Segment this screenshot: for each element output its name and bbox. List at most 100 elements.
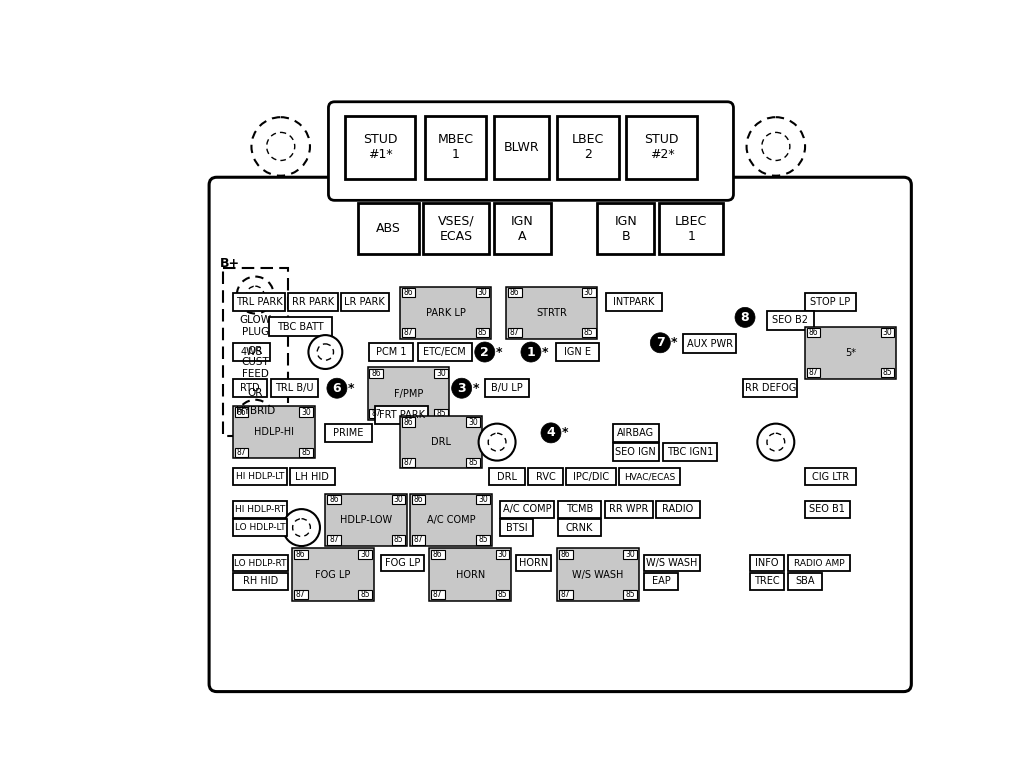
Bar [624, 550, 637, 559]
Text: MBEC
1: MBEC 1 [437, 133, 473, 162]
Text: RR DEFOG: RR DEFOG [744, 383, 796, 394]
Bar [233, 554, 289, 572]
Text: SEO B1: SEO B1 [810, 504, 846, 514]
Bar [401, 328, 416, 337]
Circle shape [475, 342, 495, 362]
Circle shape [541, 423, 561, 443]
Text: TCMB: TCMB [566, 504, 593, 514]
Text: 85: 85 [498, 590, 507, 599]
Bar [558, 519, 601, 536]
Bar [881, 368, 894, 377]
Bar [612, 423, 658, 442]
Text: 87: 87 [809, 368, 818, 377]
Text: 2: 2 [480, 346, 489, 358]
Text: 6: 6 [333, 382, 341, 394]
Circle shape [521, 342, 541, 362]
Circle shape [650, 332, 671, 353]
Bar [370, 369, 383, 378]
Text: TRL PARK: TRL PARK [236, 297, 283, 307]
Bar [556, 343, 599, 361]
Bar [582, 328, 596, 337]
Bar [767, 311, 814, 330]
Text: RR PARK: RR PARK [292, 297, 334, 307]
Bar [418, 343, 472, 361]
Circle shape [283, 509, 319, 546]
Text: RTD: RTD [240, 383, 260, 394]
Bar [400, 416, 481, 468]
Bar [410, 494, 492, 546]
Circle shape [735, 307, 755, 328]
Text: 85: 85 [301, 448, 311, 456]
Bar [750, 573, 783, 590]
Text: 3: 3 [458, 382, 466, 394]
Bar [476, 495, 490, 504]
Text: LBEC
2: LBEC 2 [571, 133, 604, 162]
Text: DRL: DRL [431, 437, 451, 447]
Bar [345, 116, 416, 179]
Bar [327, 495, 341, 504]
Bar [233, 406, 314, 459]
Text: 30: 30 [477, 289, 487, 297]
Circle shape [746, 117, 805, 176]
Bar [234, 448, 249, 457]
Text: STUD
#2*: STUD #2* [645, 133, 679, 162]
Bar [805, 501, 850, 517]
Text: 85: 85 [626, 590, 635, 599]
Bar [644, 554, 699, 572]
Text: 30: 30 [393, 495, 403, 504]
Text: IGN
B: IGN B [614, 215, 637, 243]
Bar [644, 573, 678, 590]
Bar [223, 268, 288, 436]
Text: IGN E: IGN E [563, 347, 591, 357]
Bar [401, 418, 416, 426]
Bar [788, 554, 850, 572]
Text: FRT PARK: FRT PARK [379, 410, 425, 420]
Text: 30: 30 [883, 328, 892, 337]
Text: STOP LP: STOP LP [810, 297, 851, 307]
Bar [466, 418, 480, 426]
Text: HVAC/ECAS: HVAC/ECAS [624, 472, 675, 481]
Text: ETC/ECM: ETC/ECM [423, 347, 466, 357]
Bar [299, 448, 313, 457]
Bar [508, 328, 521, 337]
Text: F/PMP: F/PMP [394, 389, 423, 398]
Text: INFO: INFO [755, 558, 778, 568]
Text: SEO B2: SEO B2 [772, 315, 809, 325]
Circle shape [247, 286, 264, 304]
Text: *: * [472, 382, 479, 394]
Text: B/U LP: B/U LP [490, 383, 522, 394]
Text: 30: 30 [360, 550, 371, 559]
Bar [290, 468, 335, 485]
Text: 86: 86 [296, 550, 305, 559]
Text: SBA: SBA [796, 576, 815, 586]
Bar [270, 379, 318, 397]
Circle shape [317, 344, 334, 360]
Text: CRNK: CRNK [566, 523, 593, 532]
Text: INTPARK: INTPARK [613, 297, 654, 307]
Text: RADIO AMP: RADIO AMP [794, 558, 844, 568]
Text: OR: OR [248, 347, 263, 356]
Bar [805, 468, 856, 485]
Bar [425, 116, 486, 179]
Circle shape [247, 409, 264, 427]
Bar [391, 535, 406, 545]
Bar [429, 548, 511, 601]
Bar [233, 468, 287, 485]
Bar [299, 408, 313, 417]
Text: 87: 87 [329, 535, 339, 544]
Bar [412, 495, 425, 504]
Bar [494, 203, 551, 254]
Bar [558, 501, 601, 517]
Text: 85: 85 [478, 535, 488, 544]
Text: TBC BATT: TBC BATT [278, 321, 324, 332]
Bar [269, 318, 333, 336]
Text: CUST
FEED: CUST FEED [242, 358, 269, 379]
Text: 30: 30 [468, 418, 478, 426]
Text: 30: 30 [584, 289, 594, 297]
Text: 30: 30 [478, 495, 488, 504]
Text: HORN: HORN [518, 558, 548, 568]
Circle shape [237, 277, 273, 314]
Bar [805, 327, 896, 379]
Text: 87: 87 [510, 328, 519, 337]
Bar [743, 379, 798, 397]
